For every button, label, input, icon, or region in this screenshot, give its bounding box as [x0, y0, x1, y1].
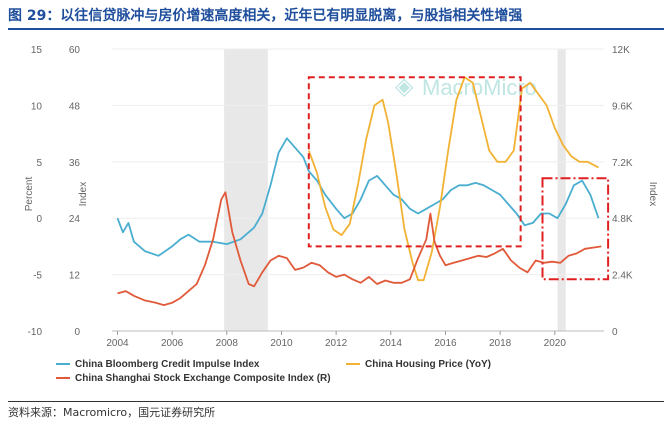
x-tick-2020: 2020	[544, 338, 567, 349]
x-tick-2006: 2006	[161, 338, 184, 349]
tick-index-48: 48	[69, 101, 81, 112]
tick-percent--10: -10	[28, 327, 43, 338]
chart-container: ◈ MacroMicro -10 -5 0 5 10 15 0 12 24 36 48 60 0 2.4K…	[8, 34, 664, 394]
x-tick-2008: 2008	[216, 338, 239, 349]
tick-right-12K: 12K	[612, 45, 630, 56]
x-tick-2016: 2016	[434, 338, 457, 349]
x-tick-2018: 2018	[489, 338, 512, 349]
x-tick-2004: 2004	[106, 338, 129, 349]
tick-index-24: 24	[69, 214, 81, 225]
tick-percent-0: 0	[36, 214, 42, 225]
chart-svg: ◈ MacroMicro -10 -5 0 5 10 15 0 12 24 36 48 60 0 2.4K…	[24, 45, 658, 384]
tick-right-4.8K: 4.8K	[612, 214, 633, 225]
left-axis-title-percent: Percent	[24, 177, 35, 212]
highlight-box-0	[307, 76, 522, 248]
tick-percent-10: 10	[31, 101, 43, 112]
watermark-logo-icon: ◈	[395, 72, 414, 100]
series-line-0	[116, 137, 600, 257]
right-axis-title-index: Index	[647, 182, 658, 206]
tick-percent-15: 15	[31, 45, 43, 56]
tick-index-60: 60	[69, 45, 81, 56]
watermark-text: MacroMicro	[422, 75, 537, 100]
series-line-2	[117, 191, 602, 306]
tick-percent--5: -5	[33, 271, 42, 282]
recession-band-0	[224, 49, 268, 331]
legend-label-1: China Housing Price (YoY)	[365, 359, 491, 370]
tick-index-12: 12	[69, 271, 81, 282]
x-tick-2014: 2014	[380, 338, 403, 349]
recession-band-1	[557, 49, 566, 331]
left-axis-title-index: Index	[78, 182, 89, 206]
x-tick-2010: 2010	[270, 338, 293, 349]
tick-right-2.4K: 2.4K	[612, 271, 633, 282]
series-line-1	[307, 76, 599, 282]
source-note: 资料来源：Macromicro，国元证券研究所	[8, 401, 664, 424]
highlight-box-1	[541, 177, 610, 281]
legend-label-2: China Shanghai Stock Exchange Composite …	[75, 373, 331, 384]
tick-percent-5: 5	[36, 158, 42, 169]
x-tick-2012: 2012	[325, 338, 348, 349]
tick-index-36: 36	[69, 158, 81, 169]
tick-index-0: 0	[74, 327, 80, 338]
legend-label-0: China Bloomberg Credit Impulse Index	[75, 359, 260, 370]
tick-right-9.6K: 9.6K	[612, 101, 633, 112]
tick-right-0: 0	[612, 327, 618, 338]
figure-title: 图 29：以往信贷脉冲与房价增速高度相关，近年已有明显脱离，与股指相关性增强	[8, 4, 664, 30]
tick-right-7.2K: 7.2K	[612, 158, 633, 169]
